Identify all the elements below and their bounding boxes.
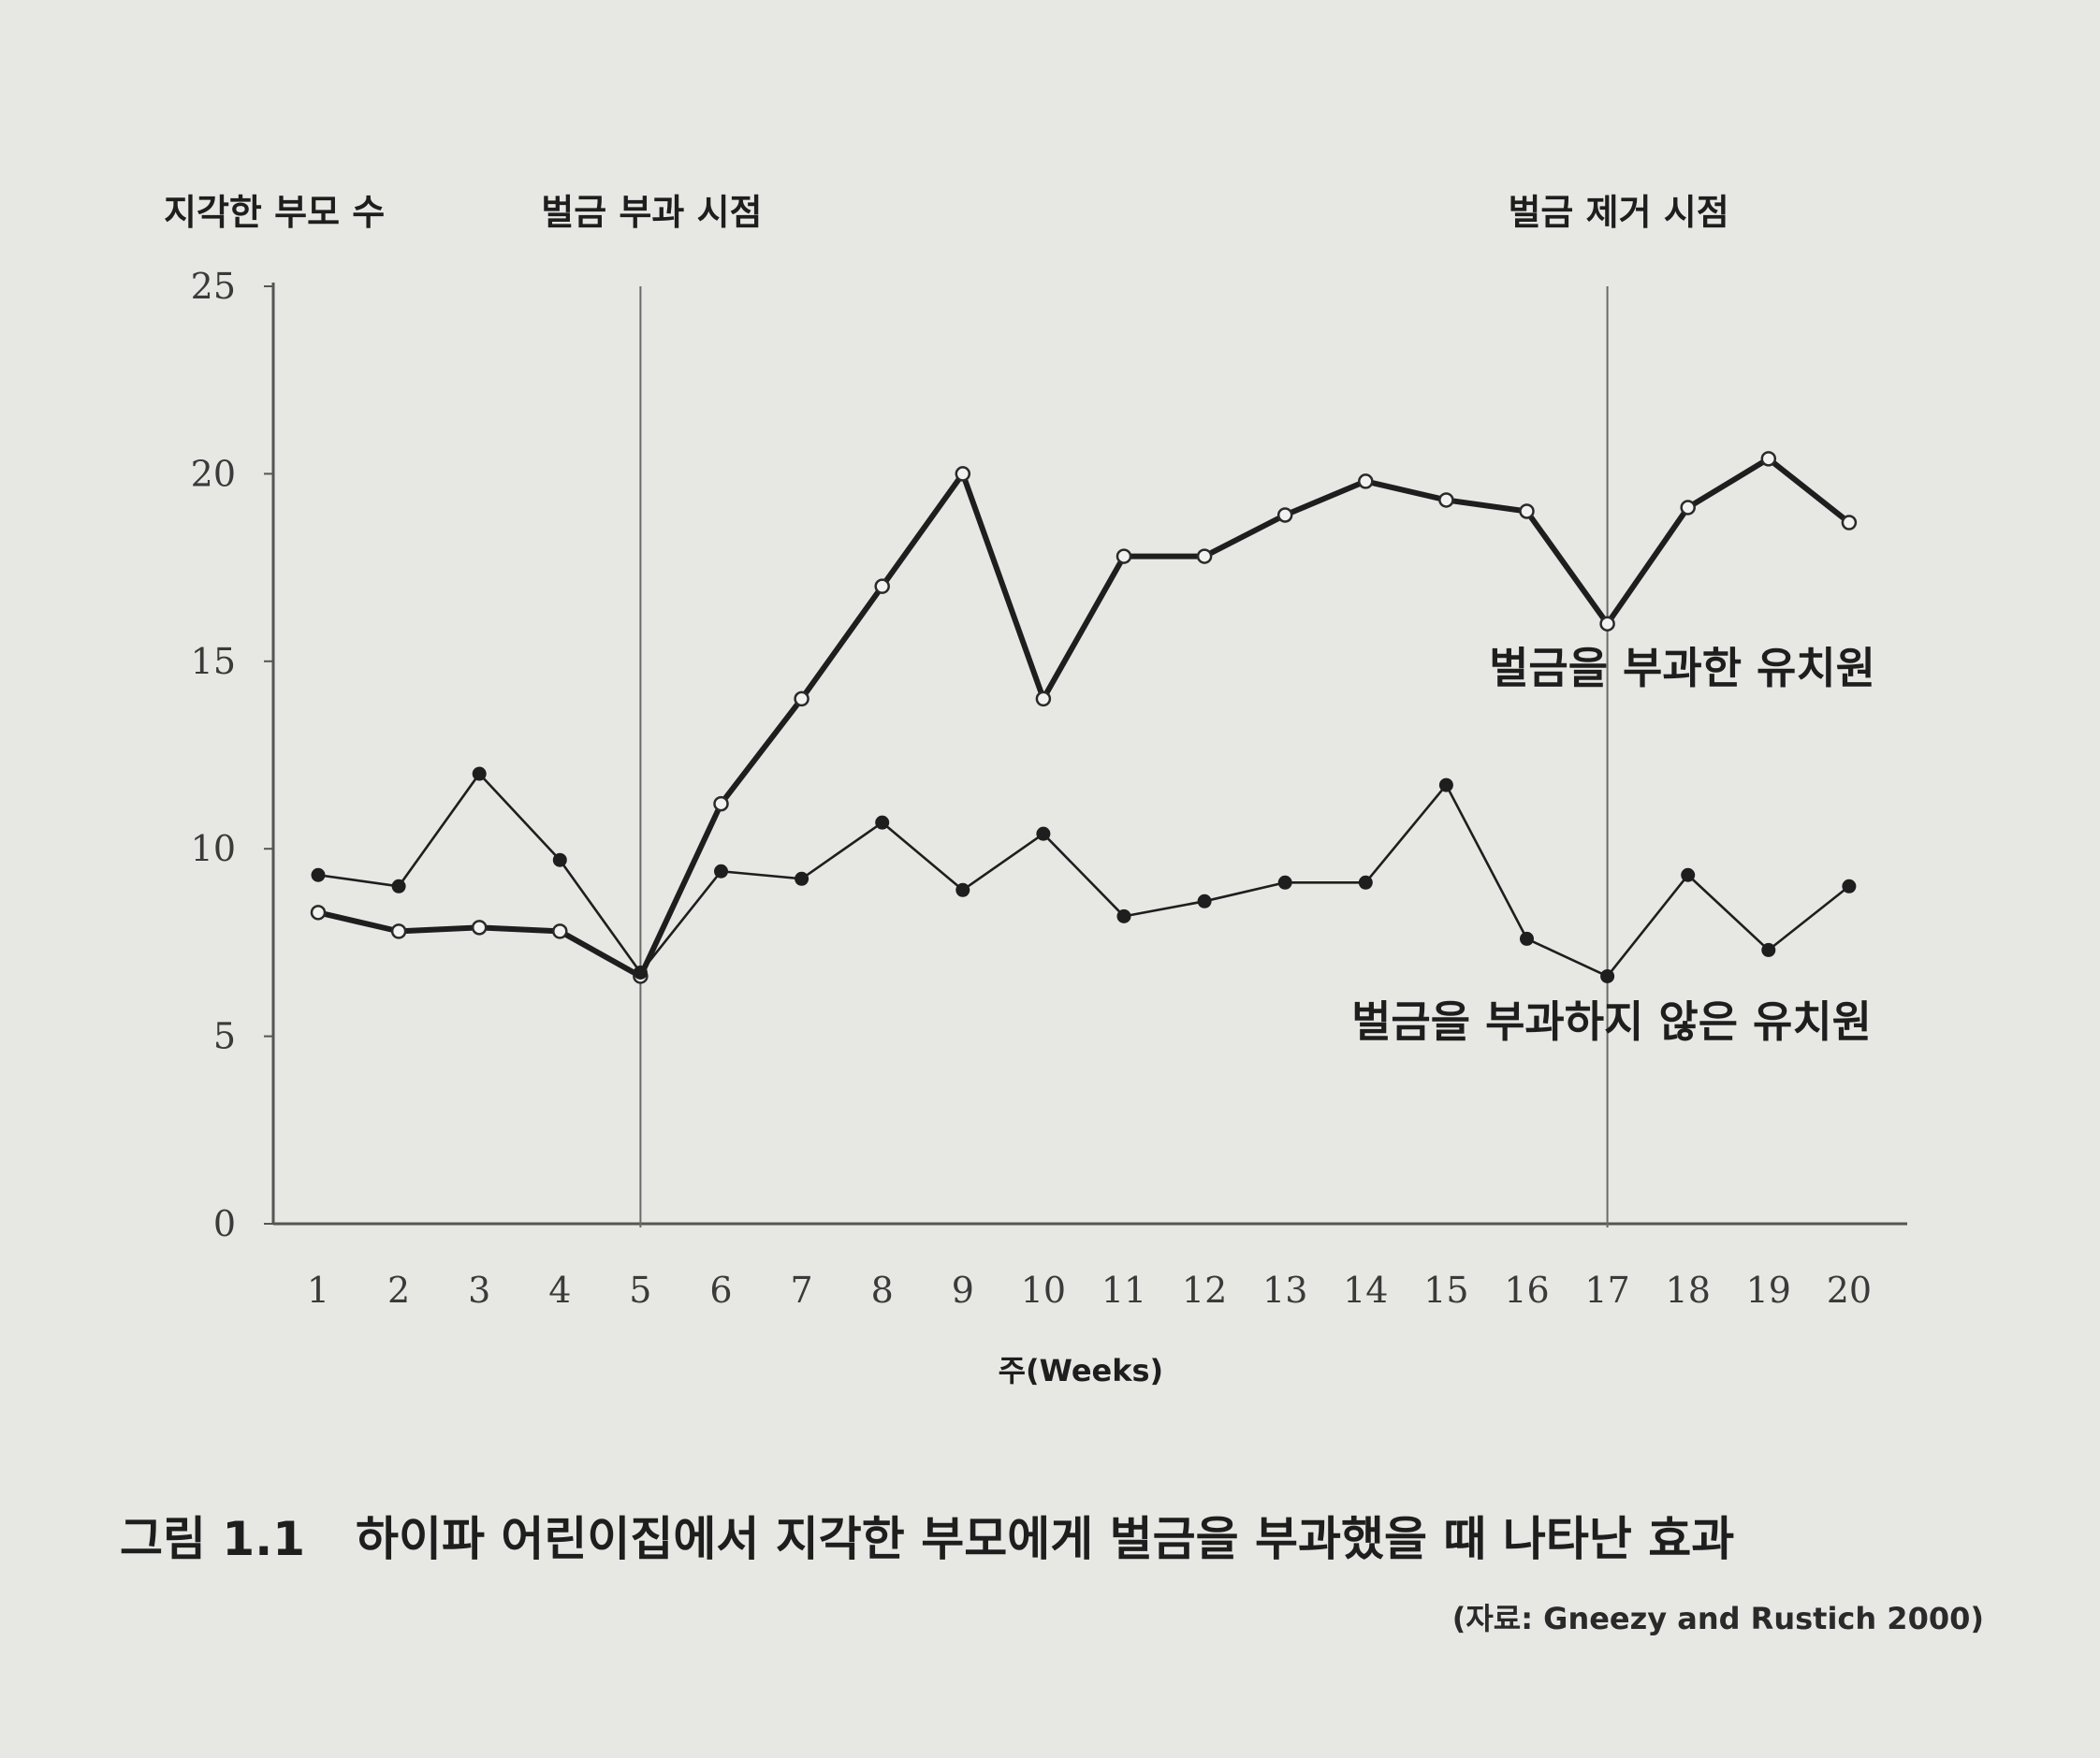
x-tick-label: 12 xyxy=(1182,1270,1227,1311)
series-label: 벌금을 부과한 유치원 xyxy=(1489,643,1875,693)
chart-series xyxy=(310,451,1858,984)
reference-lines xyxy=(639,286,1609,1228)
data-point-open xyxy=(1358,473,1374,489)
series-line xyxy=(315,456,1852,980)
x-tick-label: 19 xyxy=(1746,1270,1791,1311)
data-point-filled xyxy=(633,965,648,980)
x-tick-label: 15 xyxy=(1423,1270,1468,1311)
x-tick-label: 10 xyxy=(1021,1270,1066,1311)
x-tick-label: 16 xyxy=(1504,1270,1549,1311)
y-tick-label: 20 xyxy=(191,453,236,494)
y-tick-label: 25 xyxy=(191,266,236,307)
x-tick-label: 3 xyxy=(468,1270,490,1311)
data-point-filled xyxy=(1761,942,1776,957)
x-axis-title: 주(Weeks) xyxy=(999,1353,1164,1388)
y-axis-title: 지각한 부모 수 xyxy=(164,192,385,233)
data-point-open xyxy=(310,905,327,921)
data-point-filled xyxy=(875,815,890,830)
data-point-filled xyxy=(1036,826,1051,841)
data-point-open xyxy=(1438,492,1454,508)
data-point-filled xyxy=(1116,908,1131,923)
data-point-open xyxy=(1519,503,1535,519)
data-point-filled xyxy=(795,871,809,886)
data-point-open xyxy=(955,466,971,482)
x-tick-label: 14 xyxy=(1343,1270,1388,1311)
x-tick-label: 7 xyxy=(791,1270,813,1311)
data-point-filled xyxy=(552,852,567,867)
figure-source: (자료: Gneezy and Rustich 2000) xyxy=(1451,1601,1984,1636)
data-point-open xyxy=(552,923,568,939)
x-tick-label: 9 xyxy=(952,1270,974,1311)
x-tick-label: 5 xyxy=(629,1270,651,1311)
figure-number: 그림 1.1 xyxy=(120,1512,305,1566)
y-tick-label: 10 xyxy=(191,828,236,869)
figure-caption: 그림 1.1 하이파 어린이집에서 지각한 부모에게 벌금을 부과했을 때 나타난… xyxy=(120,1502,1991,1569)
data-point-open xyxy=(1116,548,1132,564)
x-tick-label: 1 xyxy=(307,1270,329,1311)
data-point-filled xyxy=(1358,875,1373,890)
series-label: 벌금을 부과하지 않은 유치원 xyxy=(1351,996,1872,1047)
data-point-filled xyxy=(1438,777,1453,792)
data-point-open xyxy=(1035,690,1052,707)
y-tick-label: 15 xyxy=(191,641,236,682)
data-point-open xyxy=(874,578,890,594)
data-point-open xyxy=(1841,515,1858,530)
data-point-open xyxy=(1196,548,1213,564)
x-tick-label: 2 xyxy=(387,1270,410,1311)
reference-label: 벌금 부과 시점 xyxy=(541,192,762,233)
x-tick-label: 6 xyxy=(709,1270,732,1311)
data-point-filled xyxy=(391,879,406,894)
x-tick-label: 13 xyxy=(1262,1270,1307,1311)
x-tick-label: 11 xyxy=(1101,1270,1146,1311)
data-point-open xyxy=(471,920,488,936)
data-point-filled xyxy=(311,867,326,882)
x-tick-label: 20 xyxy=(1827,1270,1872,1311)
data-point-filled xyxy=(1277,875,1292,890)
data-point-open xyxy=(1599,616,1615,632)
x-tick-label: 18 xyxy=(1666,1270,1711,1311)
data-point-open xyxy=(1680,500,1696,516)
data-point-filled xyxy=(1520,931,1534,946)
data-point-open xyxy=(1760,451,1777,467)
y-tick-label: 5 xyxy=(213,1016,236,1057)
y-tick-label: 0 xyxy=(213,1203,236,1244)
data-point-filled xyxy=(1197,894,1212,908)
data-point-filled xyxy=(714,864,728,879)
data-point-filled xyxy=(1842,879,1857,894)
data-point-filled xyxy=(472,766,487,781)
data-point-open xyxy=(1276,507,1293,523)
x-tick-label: 8 xyxy=(871,1270,894,1311)
data-point-filled xyxy=(1600,968,1615,983)
data-point-open xyxy=(713,795,729,812)
series-line xyxy=(316,772,1851,978)
reference-label: 벌금 제거 시점 xyxy=(1508,192,1728,233)
data-point-filled xyxy=(955,882,970,897)
x-tick-label: 4 xyxy=(548,1270,571,1311)
data-point-open xyxy=(794,690,809,707)
caption-text: 하이파 어린이집에서 지각한 부모에게 벌금을 부과했을 때 나타난 효과 xyxy=(355,1512,1735,1566)
data-point-open xyxy=(390,923,407,939)
x-tick-label: 17 xyxy=(1584,1270,1629,1311)
data-point-filled xyxy=(1681,867,1696,882)
